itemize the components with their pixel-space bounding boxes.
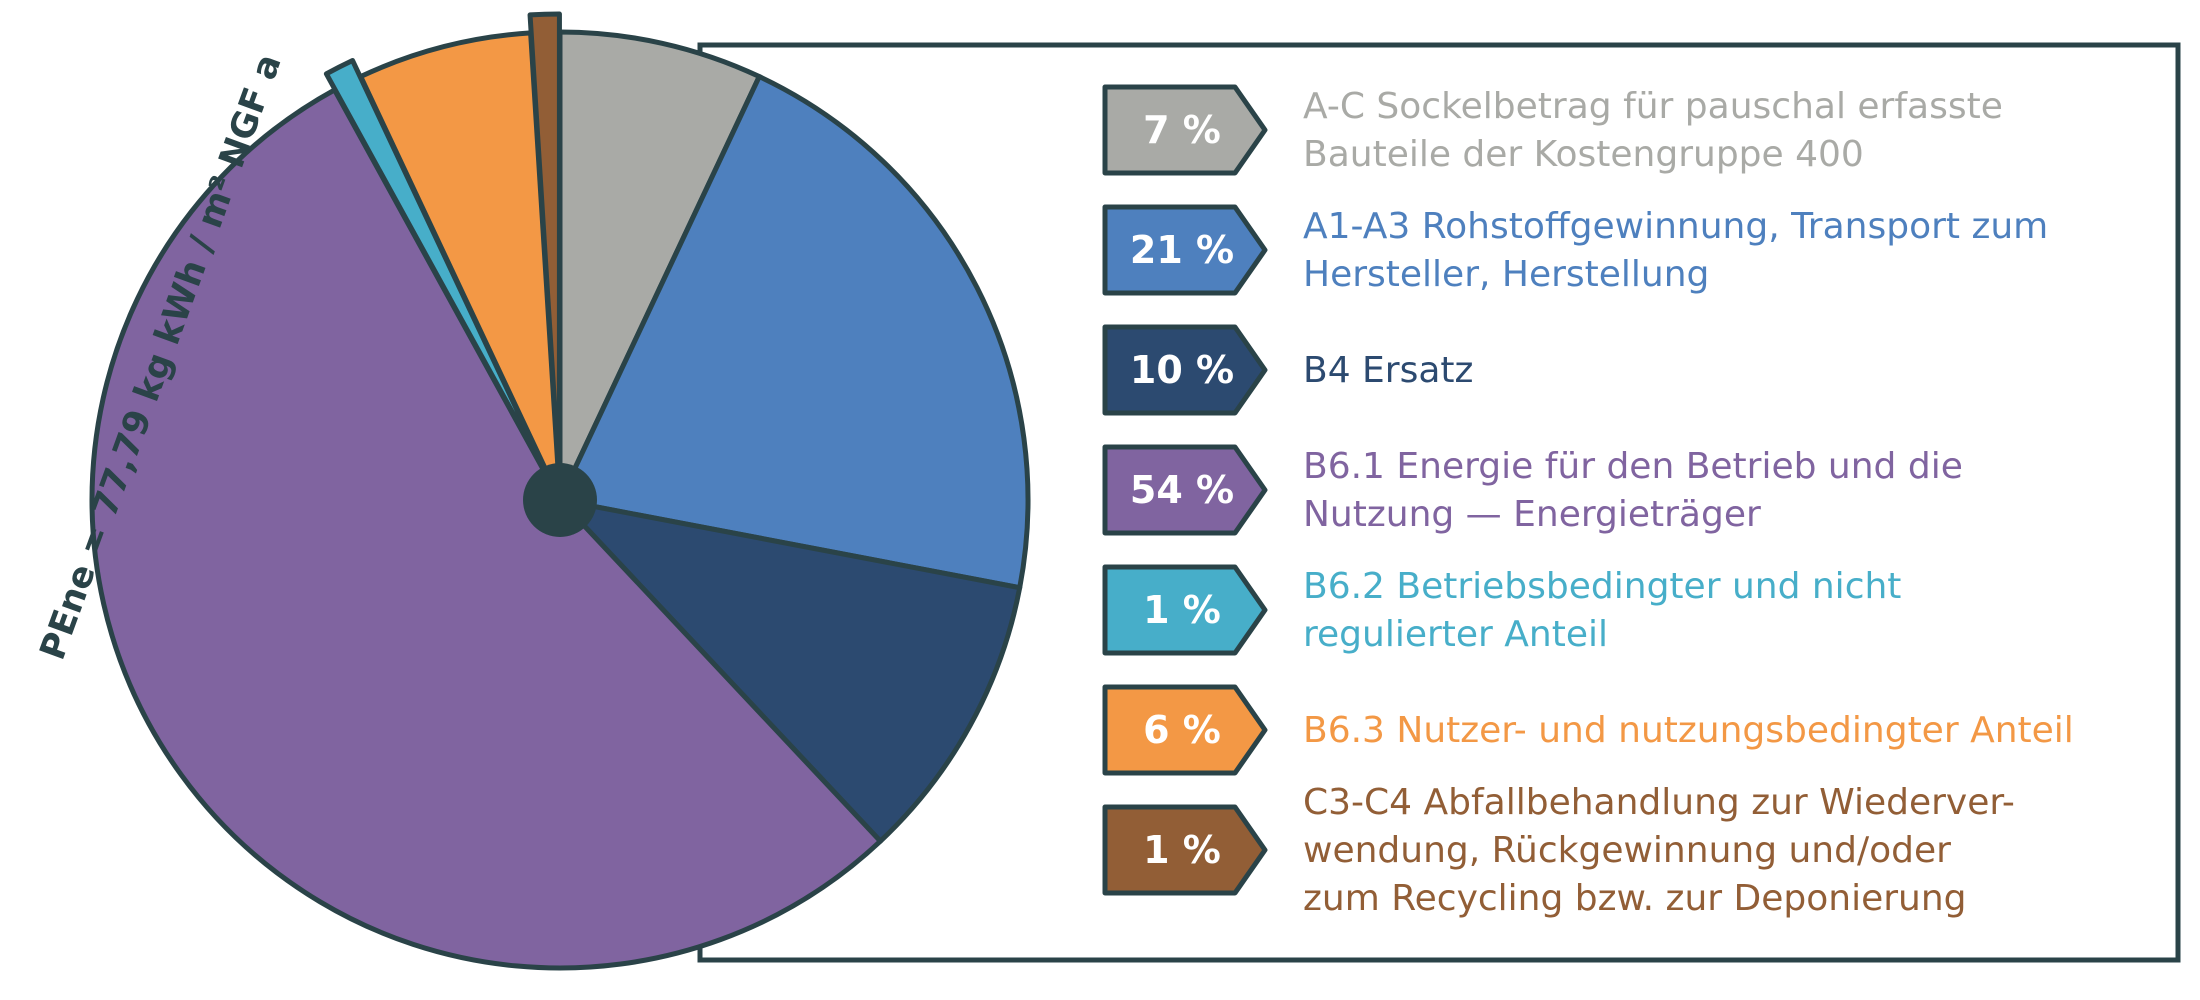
legend-badge-value-1: 7 %: [1143, 108, 1221, 152]
legend-label-4-line-1: B6.1 Energie für den Betrieb und die: [1303, 446, 1963, 487]
legend-badge-value-6: 6 %: [1143, 708, 1221, 752]
legend-badge-4: [1102, 444, 1268, 536]
legend-label-7-line-3: zum Recycling bzw. zur Deponierung: [1303, 878, 1967, 919]
legend-badge-5: [1102, 564, 1268, 656]
pie-center-hub: [523, 463, 597, 537]
pie-slice-6: [358, 30, 563, 503]
legend-label-2-line-1: A1-A3 Rohstoffgewinnung, Transport zum: [1303, 206, 2048, 247]
legend-label-1-line-1: A-C Sockelbetrag für pauschal erfasste: [1303, 86, 2003, 127]
pie-slice-4: [89, 87, 883, 971]
legend-badge-value-2: 21 %: [1130, 228, 1234, 272]
legend-badge-6: [1102, 684, 1268, 776]
legend-badge-value-7: 1 %: [1143, 828, 1221, 872]
pie-slice-2: [557, 74, 1031, 591]
legend-label-7-line-1: C3-C4 Abfallbehandlung zur Wiederver-: [1303, 782, 2015, 823]
legend-label-5-line-2: regulierter Anteil: [1303, 614, 1608, 655]
pie-slices: [89, 11, 1031, 971]
pie-slice-5: [323, 58, 555, 487]
legend-label-5-line-1: B6.2 Betriebsbedingter und nicht: [1303, 566, 1901, 607]
legend-label-2-line-2: Hersteller, Herstellung: [1303, 254, 1709, 295]
legend-label-7-line-2: wendung, Rückgewinnung und/oder: [1303, 830, 1951, 871]
legend-label-3-line-1: B4 Ersatz: [1303, 350, 1473, 391]
legend-label-1-line-2: Bauteile der Kostengruppe 400: [1303, 134, 1864, 175]
legend-label-6-line-1: B6.3 Nutzer- und nutzungsbedingter Antei…: [1303, 710, 2074, 751]
legend-badge-3: [1102, 324, 1268, 416]
legend-label-4-line-2: Nutzung — Energieträger: [1303, 494, 1761, 535]
legend-badge-value-3: 10 %: [1130, 348, 1234, 392]
pie-slice-3: [557, 497, 1023, 844]
legend: 7 % A-C Sockelbetrag für pauschal erfasst…: [1102, 84, 2074, 919]
pie-slice-1: [557, 29, 762, 503]
legend-badge-1: [1102, 84, 1268, 176]
pie-slice-7: [527, 11, 562, 485]
legend-badge-2: [1102, 204, 1268, 296]
legend-badge-7: [1102, 804, 1268, 896]
legend-badge-value-5: 1 %: [1143, 588, 1221, 632]
legend-badge-value-4: 54 %: [1130, 468, 1234, 512]
